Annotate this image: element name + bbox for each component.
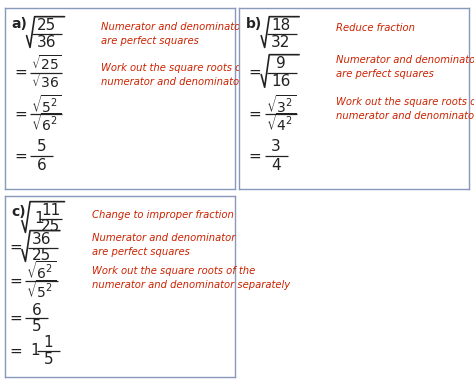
Text: 1: 1 [35,211,44,226]
Text: b): b) [246,17,263,30]
Text: =: = [14,107,27,122]
Text: Numerator and denominator
are perfect squares: Numerator and denominator are perfect sq… [92,233,236,257]
Text: =: = [9,240,22,255]
Text: 11: 11 [41,203,60,218]
Text: =: = [248,65,261,80]
Text: Work out the square roots of the
numerator and denominator separately: Work out the square roots of the numerat… [92,266,290,290]
Text: =: = [248,149,261,163]
Text: 25: 25 [41,219,60,234]
Text: =: = [9,274,22,289]
Text: 5: 5 [36,139,46,154]
Text: 32: 32 [271,35,291,50]
Text: =: = [9,343,22,359]
Text: 25: 25 [32,248,51,263]
Text: 5: 5 [44,352,53,367]
Text: $\sqrt{6^2}$: $\sqrt{6^2}$ [31,113,61,134]
Text: Reduce fraction: Reduce fraction [336,22,415,32]
Text: $\sqrt{4^2}$: $\sqrt{4^2}$ [265,113,296,134]
Text: =: = [14,149,27,163]
Text: 36: 36 [32,232,51,247]
Text: 18: 18 [271,18,291,33]
Text: $\sqrt{3^2}$: $\sqrt{3^2}$ [265,95,296,116]
Text: Work out the square roots of the
numerator and denominator separately: Work out the square roots of the numerat… [101,62,300,86]
Text: $\sqrt{25}$: $\sqrt{25}$ [31,54,62,73]
Text: Numerator and denominator
are perfect squares: Numerator and denominator are perfect sq… [101,22,245,46]
Text: $\sqrt{36}$: $\sqrt{36}$ [31,72,62,91]
Text: =: = [14,65,27,80]
Text: $\sqrt{5^2}$: $\sqrt{5^2}$ [27,280,57,301]
Text: 5: 5 [32,319,42,334]
Text: $\sqrt{6^2}$: $\sqrt{6^2}$ [27,262,57,283]
Text: 36: 36 [36,35,56,50]
Text: Numerator and denominator
are perfect squares: Numerator and denominator are perfect sq… [336,55,474,79]
Text: Change to improper fraction: Change to improper fraction [92,210,234,220]
Text: Work out the square roots of the
numerator and denominator separately: Work out the square roots of the numerat… [336,97,474,121]
Text: 6: 6 [32,303,42,318]
Text: a): a) [12,17,27,30]
Text: 4: 4 [271,158,281,173]
Text: 25: 25 [36,18,56,33]
Text: 6: 6 [36,158,46,173]
Text: $\sqrt{5^2}$: $\sqrt{5^2}$ [31,95,61,116]
Text: 16: 16 [271,74,291,89]
Text: 1: 1 [44,335,53,350]
Text: 1: 1 [30,343,40,359]
Text: 9: 9 [276,56,286,71]
Text: 3: 3 [271,139,281,154]
Text: c): c) [12,205,26,219]
Text: =: = [9,311,22,326]
Text: =: = [248,107,261,122]
